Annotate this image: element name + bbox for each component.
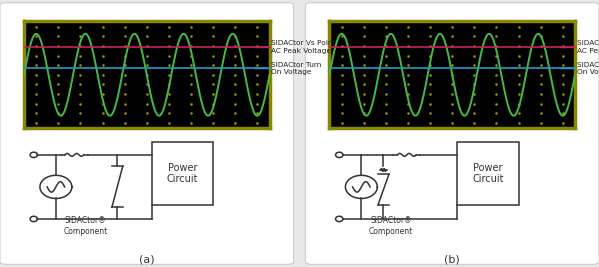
- Text: SIDACtor Turn
On Voltage: SIDACtor Turn On Voltage: [577, 62, 599, 75]
- FancyBboxPatch shape: [152, 142, 213, 205]
- Text: SIDACtor®
Component: SIDACtor® Component: [63, 217, 107, 236]
- Text: SIDACtor Turn
On Voltage: SIDACtor Turn On Voltage: [271, 62, 322, 75]
- Text: (b): (b): [444, 254, 460, 264]
- Text: SIDACtor Vs Point
AC Peak Voltage: SIDACtor Vs Point AC Peak Voltage: [271, 40, 335, 54]
- Text: Power
Circuit: Power Circuit: [472, 163, 504, 184]
- Text: SIDACtor Vs Point
AC Peak Voltage: SIDACtor Vs Point AC Peak Voltage: [577, 40, 599, 54]
- Text: Power
Circuit: Power Circuit: [167, 163, 198, 184]
- FancyBboxPatch shape: [457, 142, 519, 205]
- Text: (a): (a): [139, 254, 155, 264]
- Text: SIDACtor®
Component: SIDACtor® Component: [369, 217, 413, 236]
